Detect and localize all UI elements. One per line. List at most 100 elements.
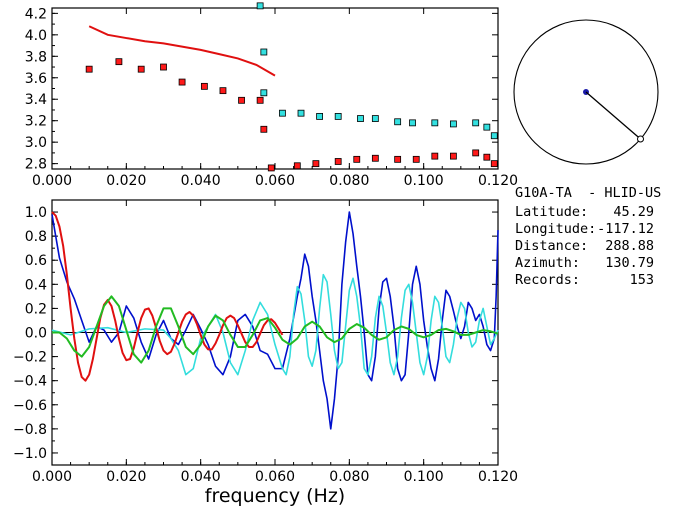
cyan-data-point xyxy=(334,113,342,120)
correlation-panel: 0.000 0.020 0.040 0.060 0.080 0.100 0.120 1.0 0.… xyxy=(13,199,518,507)
x-axis-label: frequency (Hz) xyxy=(205,485,345,507)
x-tick-label: 0.120 xyxy=(478,469,518,485)
x-tick-label: 0.000 xyxy=(32,173,72,189)
model-curve xyxy=(88,25,276,77)
records-label: Records: xyxy=(515,272,581,288)
red-bessel-line xyxy=(51,211,284,382)
red-data-point xyxy=(490,160,498,168)
red-data-point xyxy=(200,82,208,90)
y-tick-label: 3.6 xyxy=(25,71,47,87)
cyan-data-point xyxy=(394,118,402,126)
red-data-point xyxy=(178,78,186,86)
cyan-correlation-line xyxy=(51,273,499,376)
y-tick-label: 2.8 xyxy=(25,157,47,173)
velocity-plot-marks xyxy=(85,2,498,172)
x-tick-label: 0.000 xyxy=(32,469,72,485)
azimuth-value: 130.79 xyxy=(605,255,654,271)
cyan-data-point xyxy=(490,132,498,140)
y-tick-label: 4.2 xyxy=(25,6,47,22)
azimuth-compass xyxy=(513,19,659,165)
x-tick-label: 0.040 xyxy=(181,469,221,485)
x-tick-label: 0.060 xyxy=(255,469,295,485)
correlation-plot-marks xyxy=(51,211,499,430)
x-tick-label: 0.060 xyxy=(255,173,295,189)
red-data-point xyxy=(160,63,167,71)
red-data-point xyxy=(219,87,227,95)
station-name: G10A-TA - HLID-US xyxy=(515,185,662,201)
red-data-point xyxy=(394,155,402,163)
y-tick-label: −1.0 xyxy=(13,446,47,462)
blue-correlation-line xyxy=(51,211,499,430)
latitude-value: 45.29 xyxy=(613,204,654,220)
red-data-point xyxy=(260,125,268,133)
y-tick-label: 0.2 xyxy=(25,301,47,317)
azimuth-endpoint xyxy=(637,135,645,143)
red-data-point xyxy=(431,152,439,160)
records-value: 153 xyxy=(629,272,654,288)
x-tick-label: 0.020 xyxy=(106,173,146,189)
red-data-point xyxy=(449,152,457,160)
y-tick-label: 0.6 xyxy=(25,253,47,269)
x-tick-label: 0.100 xyxy=(404,469,444,485)
longitude-label: Longitude: xyxy=(515,221,597,237)
red-data-point xyxy=(256,96,264,104)
red-data-point xyxy=(137,65,145,73)
red-data-point xyxy=(412,155,420,163)
cyan-data-point xyxy=(431,119,439,127)
red-data-point xyxy=(293,162,301,170)
x-tick-label: 0.100 xyxy=(404,173,444,189)
cyan-data-point xyxy=(297,109,305,117)
correlation-plot-ticks: 0.000 0.020 0.040 0.060 0.080 0.100 0.120 1.0 0.… xyxy=(13,200,518,485)
longitude-value: -117.12 xyxy=(597,221,654,237)
y-tick-label: 3.8 xyxy=(25,49,47,65)
velocity-panel: 0.000 0.020 0.040 0.060 0.080 0.100 0.120 2.8 3.… xyxy=(25,2,518,189)
y-tick-label: 0.4 xyxy=(25,277,47,293)
azimuth-label: Azimuth: xyxy=(515,255,581,271)
x-tick-label: 0.080 xyxy=(329,173,369,189)
red-data-point xyxy=(472,149,480,157)
red-data-point xyxy=(238,96,245,104)
cyan-data-point xyxy=(316,113,324,120)
y-tick-label: −0.6 xyxy=(13,398,47,414)
x-tick-label: 0.040 xyxy=(181,173,221,189)
cyan-data-point xyxy=(472,119,480,127)
green-bessel-line xyxy=(52,295,499,364)
y-tick-label: −0.2 xyxy=(13,350,47,366)
red-data-point xyxy=(371,154,379,162)
red-data-point xyxy=(267,164,275,172)
velocity-plot-frame xyxy=(51,7,499,170)
azimuth-line xyxy=(585,91,641,140)
red-data-point xyxy=(353,155,361,163)
x-tick-label: 0.080 xyxy=(329,469,369,485)
distance-label: Distance: xyxy=(515,238,589,254)
y-tick-label: 1.0 xyxy=(25,205,47,221)
cyan-data-point xyxy=(260,48,268,56)
red-data-point xyxy=(115,58,123,66)
compass-circle xyxy=(513,19,659,165)
y-tick-label: 0.8 xyxy=(25,229,47,245)
cyan-data-point xyxy=(260,89,268,97)
y-tick-label: 3.0 xyxy=(25,135,47,151)
y-tick-label: 4.0 xyxy=(25,28,47,44)
distance-value: 288.88 xyxy=(605,238,654,254)
x-tick-label: 0.020 xyxy=(106,469,146,485)
red-data-point xyxy=(334,158,342,165)
velocity-plot-ticks: 0.000 0.020 0.040 0.060 0.080 0.100 0.120 2.8 3.… xyxy=(25,6,518,189)
red-data-point xyxy=(85,65,93,73)
cyan-data-point xyxy=(409,119,416,127)
cyan-data-point xyxy=(371,115,379,122)
x-tick-label: 0.120 xyxy=(478,173,518,189)
cyan-data-point xyxy=(449,120,457,128)
y-tick-label: 0.0 xyxy=(25,326,47,342)
red-data-point xyxy=(483,153,491,161)
y-tick-label: −0.4 xyxy=(13,374,47,390)
cyan-data-point xyxy=(357,115,364,122)
cyan-data-point xyxy=(256,2,264,10)
cyan-data-point xyxy=(279,109,286,117)
y-tick-label: 3.4 xyxy=(25,92,47,108)
y-tick-label: −0.8 xyxy=(13,422,47,438)
y-tick-label: 3.2 xyxy=(25,114,47,130)
red-data-point xyxy=(312,160,320,168)
latitude-label: Latitude: xyxy=(515,204,589,220)
